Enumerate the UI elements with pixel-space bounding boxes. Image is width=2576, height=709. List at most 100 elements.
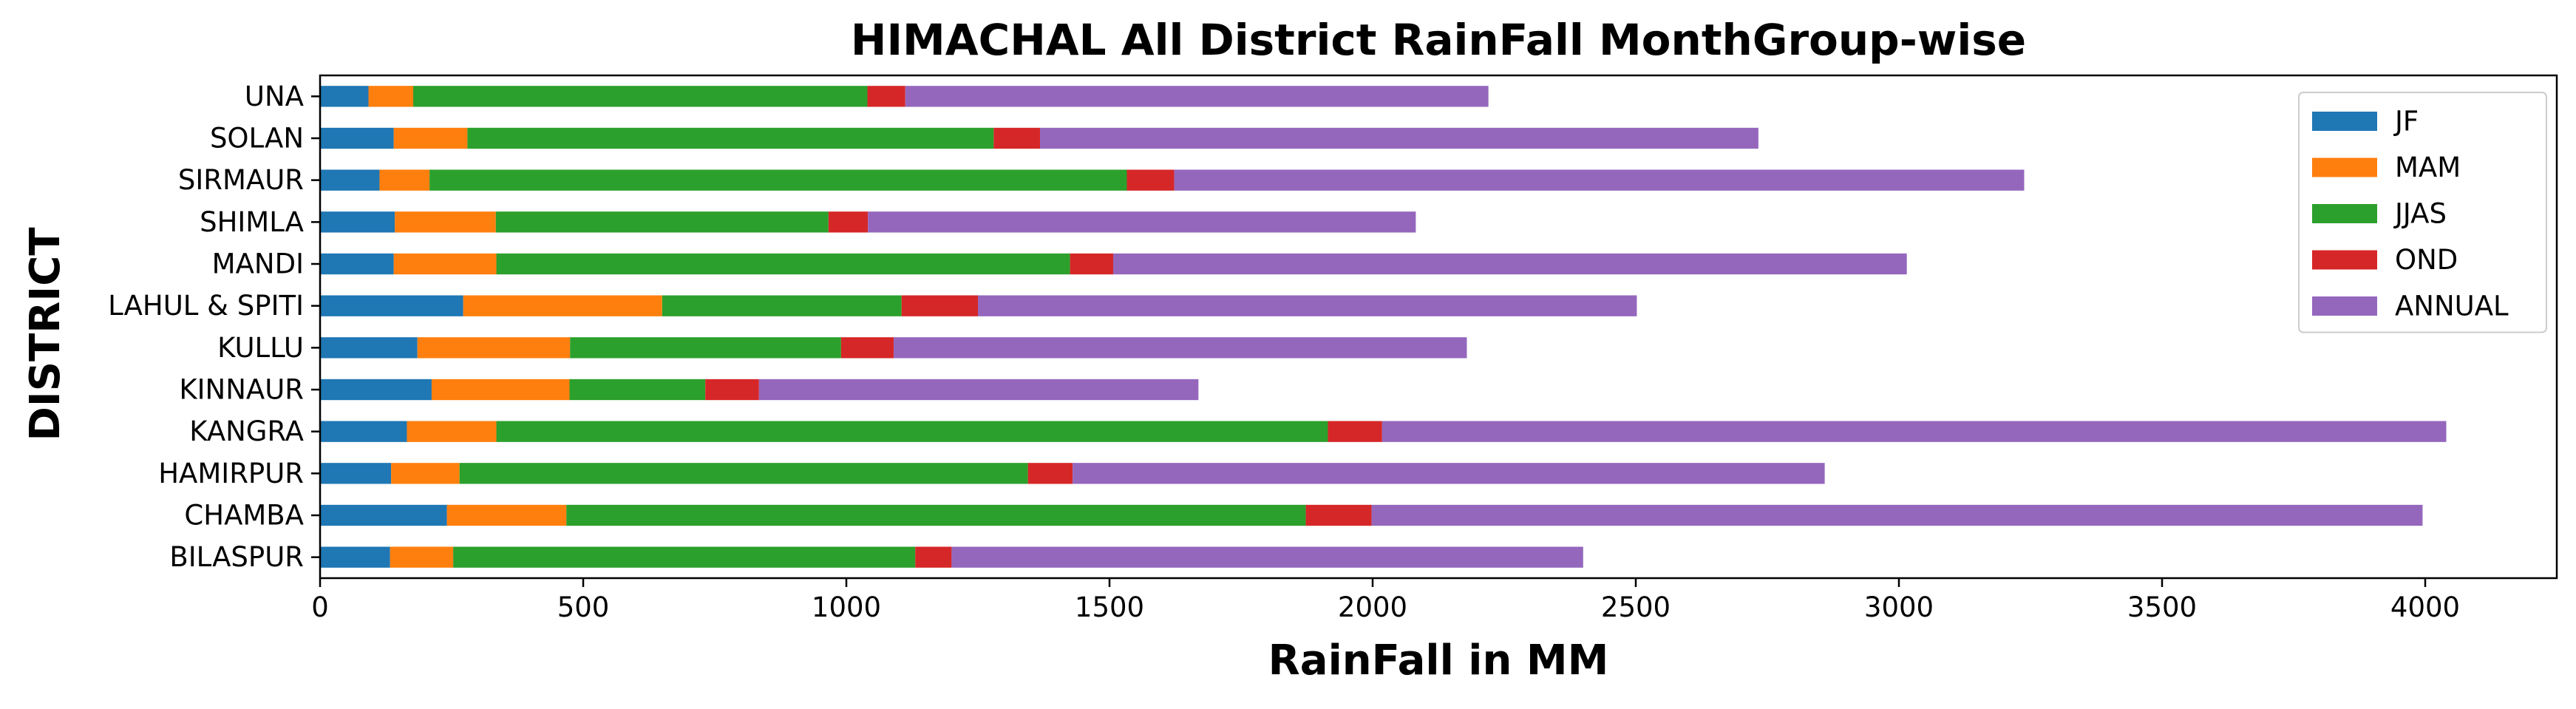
bar-ond-3 (828, 211, 869, 233)
bar-annual-3 (868, 211, 1416, 233)
bar-ond-0 (867, 86, 905, 107)
legend-swatch-annual (2312, 296, 2377, 316)
bar-jf-4 (320, 253, 394, 275)
bar-annual-2 (1174, 169, 2025, 191)
bar-jjas-0 (413, 86, 868, 107)
x-tick-label: 3000 (1864, 591, 1934, 623)
legend-swatch-mam (2312, 157, 2377, 177)
bar-ond-1 (993, 127, 1041, 149)
bar-mam-9 (391, 463, 460, 484)
bar-jf-10 (320, 504, 447, 526)
bar-ond-10 (1305, 504, 1372, 526)
bar-ond-4 (1070, 253, 1113, 275)
legend: JF MAM JJAS OND ANNUAL (2298, 92, 2547, 333)
bar-jf-6 (320, 337, 418, 359)
y-tick-label: KANGRA (189, 415, 304, 447)
bar-jjas-9 (459, 463, 1028, 484)
y-tick-label: UNA (245, 81, 304, 112)
x-tick-label: 0 (311, 591, 329, 623)
bar-mam-6 (417, 337, 571, 359)
legend-label-mam: MAM (2395, 152, 2461, 183)
y-tick-label: KINNAUR (179, 374, 304, 406)
x-tick-label: 500 (557, 591, 610, 623)
bar-mam-8 (407, 421, 497, 442)
legend-label-annual: ANNUAL (2395, 291, 2509, 322)
bar-jf-2 (320, 169, 380, 191)
bar-jjas-5 (662, 295, 902, 316)
bar-mam-5 (463, 295, 662, 316)
bar-annual-9 (1073, 463, 1825, 484)
bar-annual-4 (1112, 253, 1907, 275)
bar-jf-8 (320, 421, 407, 442)
bar-mam-3 (395, 211, 496, 233)
plot-frame (319, 74, 2558, 580)
y-axis-label: DISTRICT (21, 227, 69, 441)
bar-annual-7 (758, 379, 1199, 401)
bar-jjas-11 (453, 546, 916, 568)
bar-ond-2 (1126, 169, 1175, 191)
bar-mam-7 (431, 379, 570, 401)
legend-box (2298, 92, 2547, 333)
bar-jf-1 (320, 127, 394, 149)
bar-annual-1 (1040, 127, 1758, 149)
y-tick-label: SOLAN (210, 123, 304, 155)
bar-jjas-3 (495, 211, 829, 233)
bar-jf-5 (320, 295, 463, 316)
y-tick-label: MANDI (212, 248, 304, 280)
x-tick-label: 2500 (1601, 591, 1671, 623)
y-tick-label: LAHUL & SPITI (108, 290, 304, 322)
bar-mam-10 (446, 504, 567, 526)
bar-mam-0 (368, 86, 414, 107)
bar-ond-5 (901, 295, 978, 316)
bar-jjas-6 (570, 337, 841, 359)
bar-jjas-10 (566, 504, 1306, 526)
bar-annual-0 (905, 86, 1489, 107)
bar-annual-5 (978, 295, 1637, 316)
bar-mam-1 (393, 127, 468, 149)
bar-mam-4 (393, 253, 497, 275)
bar-jjas-4 (496, 253, 1070, 275)
bar-jf-0 (320, 86, 369, 107)
legend-label-jf: JF (2393, 106, 2419, 138)
x-tick-label: 2000 (1338, 591, 1407, 623)
bar-ond-11 (915, 546, 952, 568)
bar-annual-8 (1382, 421, 2447, 442)
bar-ond-6 (840, 337, 894, 359)
bars-layer (320, 86, 2447, 568)
x-axis-label: RainFall in MM (1268, 637, 1609, 685)
ticks-layer: UNA SOLAN SIRMAUR SHIMLA MANDI LAHUL & SPITI K… (108, 81, 2460, 623)
y-tick-label: BILASPUR (169, 541, 304, 573)
bar-jjas-7 (569, 379, 706, 401)
bar-jf-7 (320, 379, 432, 401)
y-tick-label: SIRMAUR (178, 164, 304, 196)
bar-jf-11 (320, 546, 390, 568)
bar-ond-8 (1328, 421, 1382, 442)
bar-annual-11 (951, 546, 1583, 568)
y-tick-label: KULLU (217, 332, 304, 364)
bar-jf-3 (320, 211, 395, 233)
y-tick-label: HAMIRPUR (158, 458, 304, 489)
legend-label-ond: OND (2395, 244, 2458, 276)
bar-jjas-8 (496, 421, 1328, 442)
legend-label-jjas: JJAS (2393, 198, 2447, 230)
x-tick-label: 4000 (2390, 591, 2460, 623)
legend-swatch-jjas (2312, 204, 2377, 223)
y-tick-label: SHIMLA (200, 206, 304, 238)
bar-mam-2 (379, 169, 430, 191)
x-tick-label: 1000 (812, 591, 881, 623)
bar-jf-9 (320, 463, 392, 484)
bar-ond-7 (705, 379, 759, 401)
bar-mam-11 (390, 546, 454, 568)
bar-jjas-2 (429, 169, 1127, 191)
bar-jjas-1 (467, 127, 994, 149)
legend-swatch-jf (2312, 112, 2377, 131)
x-tick-label: 3500 (2127, 591, 2197, 623)
legend-swatch-ond (2312, 250, 2377, 270)
y-tick-label: CHAMBA (184, 500, 304, 532)
bar-annual-6 (894, 337, 1467, 359)
chart-title: HIMACHAL All District RainFall MonthGrou… (851, 15, 2026, 65)
x-tick-label: 1500 (1075, 591, 1144, 623)
bar-ond-9 (1027, 463, 1073, 484)
bar-annual-10 (1371, 504, 2423, 526)
